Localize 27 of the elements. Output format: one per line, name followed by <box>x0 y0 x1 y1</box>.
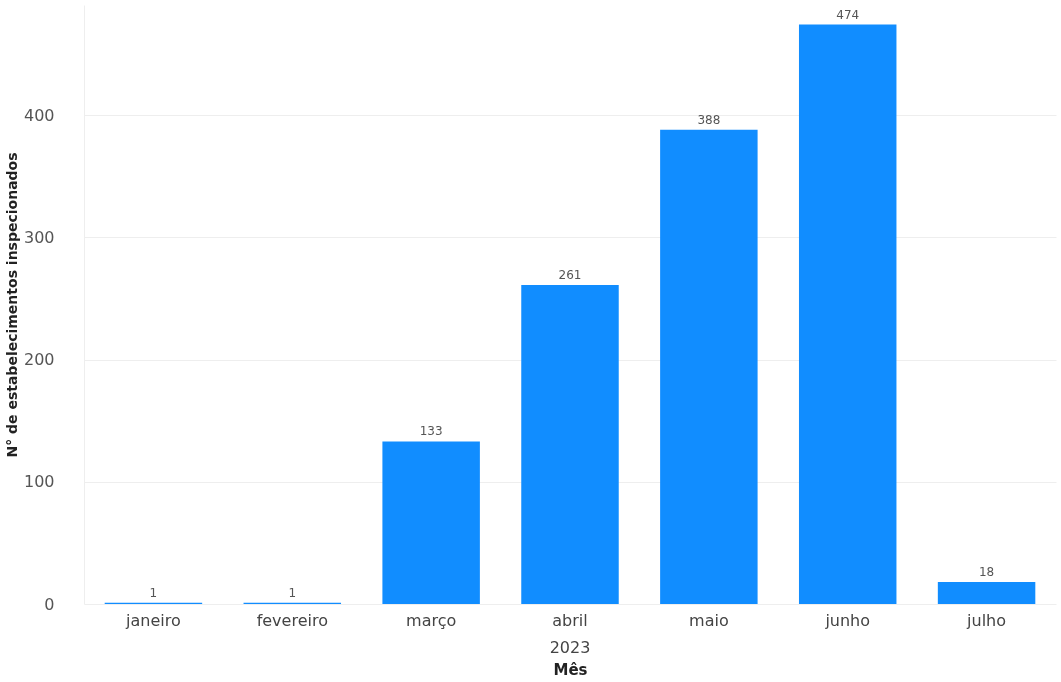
y-tick-label: 200 <box>23 350 55 370</box>
data-label: 388 <box>697 112 721 127</box>
data-label: 474 <box>836 7 860 22</box>
x-tick-label: junho <box>824 610 871 630</box>
bar <box>798 24 897 604</box>
y-tick-label: 100 <box>23 472 55 492</box>
bar <box>521 284 619 604</box>
y-axis-title: N° de estabelecimentos inspecionados <box>3 152 20 458</box>
x-tick-label: maio <box>689 610 729 630</box>
data-label: 261 <box>558 267 582 282</box>
x-tick-label: fevereiro <box>256 610 328 630</box>
data-label: 18 <box>978 565 995 579</box>
bar <box>382 441 480 604</box>
data-label: 1 <box>288 585 297 600</box>
bar <box>937 582 1036 604</box>
y-tick-label: 300 <box>23 227 55 247</box>
data-label: 133 <box>419 424 443 439</box>
text: 2023 <box>549 638 591 657</box>
x-axis-title: Mês <box>553 660 588 679</box>
data-label: 1 <box>149 585 158 600</box>
bar <box>660 129 758 604</box>
y-tick-label: 0 <box>44 594 55 614</box>
x-tick-label: janeiro <box>125 610 181 630</box>
x-tick-label: abril <box>552 610 588 630</box>
x-tick-label: março <box>406 610 457 630</box>
x-tick-label: julho <box>966 610 1007 630</box>
y-tick-label: 400 <box>23 105 55 125</box>
